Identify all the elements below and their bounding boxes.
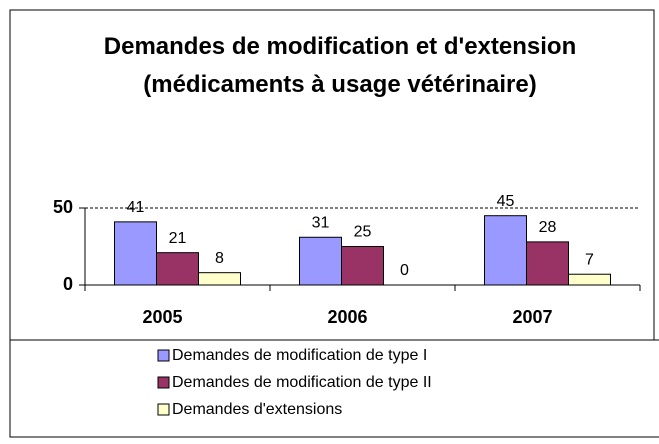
legend-box (9, 339, 659, 438)
data-label: 45 (497, 193, 515, 210)
legend-swatch (157, 376, 170, 389)
data-label: 0 (400, 262, 409, 279)
bar (198, 272, 241, 286)
y-tick-label: 0 (63, 274, 73, 294)
bar (156, 252, 199, 286)
bar (568, 273, 611, 286)
bar (299, 236, 342, 286)
legend-label: Demandes d'extensions (172, 401, 342, 418)
data-label: 25 (354, 224, 372, 241)
data-label: 8 (215, 250, 224, 267)
chart-title: Demandes de modification et d'extension … (103, 33, 577, 98)
bar (484, 215, 527, 286)
y-tick-label: 50 (53, 197, 73, 217)
legend-label: Demandes de modification de type I (172, 347, 427, 364)
legend-label: Demandes de modification de type II (172, 374, 432, 391)
x-tick-label: 2007 (512, 307, 552, 327)
x-tick-label: 2005 (142, 307, 182, 327)
legend-swatch (157, 349, 170, 362)
bar (114, 221, 157, 286)
data-label: 7 (585, 251, 594, 268)
x-tick-label: 2006 (327, 307, 367, 327)
data-label: 41 (127, 199, 145, 216)
bar (341, 246, 384, 286)
data-label: 31 (312, 214, 330, 231)
legend-swatch (157, 403, 170, 416)
data-label: 28 (539, 219, 557, 236)
bar (526, 241, 569, 286)
data-label: 21 (169, 230, 187, 247)
